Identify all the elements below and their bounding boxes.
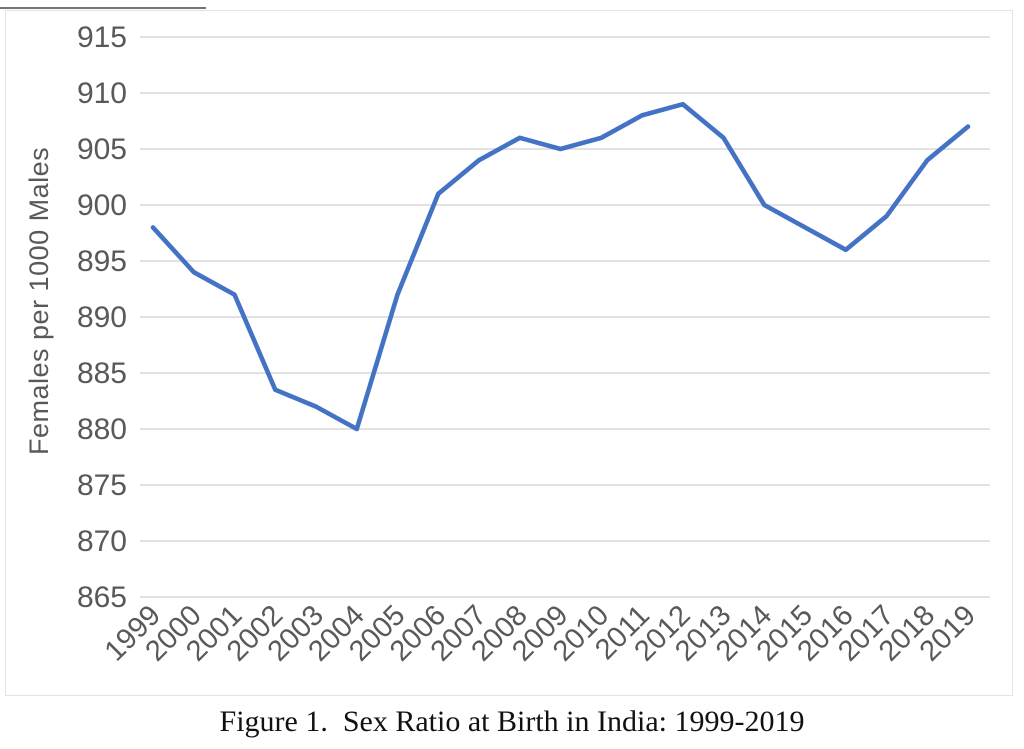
y-axis-title: Females per 1000 Males xyxy=(24,146,54,455)
figure-caption: Figure 1. Sex Ratio at Birth in India: 1… xyxy=(219,705,805,738)
data-series-line xyxy=(150,101,971,432)
y-tick-label: 900 xyxy=(77,189,127,222)
chart-border xyxy=(5,10,1013,696)
y-tick-label: 910 xyxy=(77,77,127,110)
y-tick-label: 865 xyxy=(77,581,127,614)
page-top-rule xyxy=(0,7,206,9)
y-tick-label: 875 xyxy=(77,469,127,502)
y-tick-label: 880 xyxy=(77,413,127,446)
y-tick-label: 885 xyxy=(77,357,127,390)
y-tick-label: 890 xyxy=(77,301,127,334)
y-tick-label: 895 xyxy=(77,245,127,278)
y-tick-label: 915 xyxy=(77,21,127,54)
y-tick-label: 870 xyxy=(77,525,127,558)
y-tick-label: 905 xyxy=(77,133,127,166)
